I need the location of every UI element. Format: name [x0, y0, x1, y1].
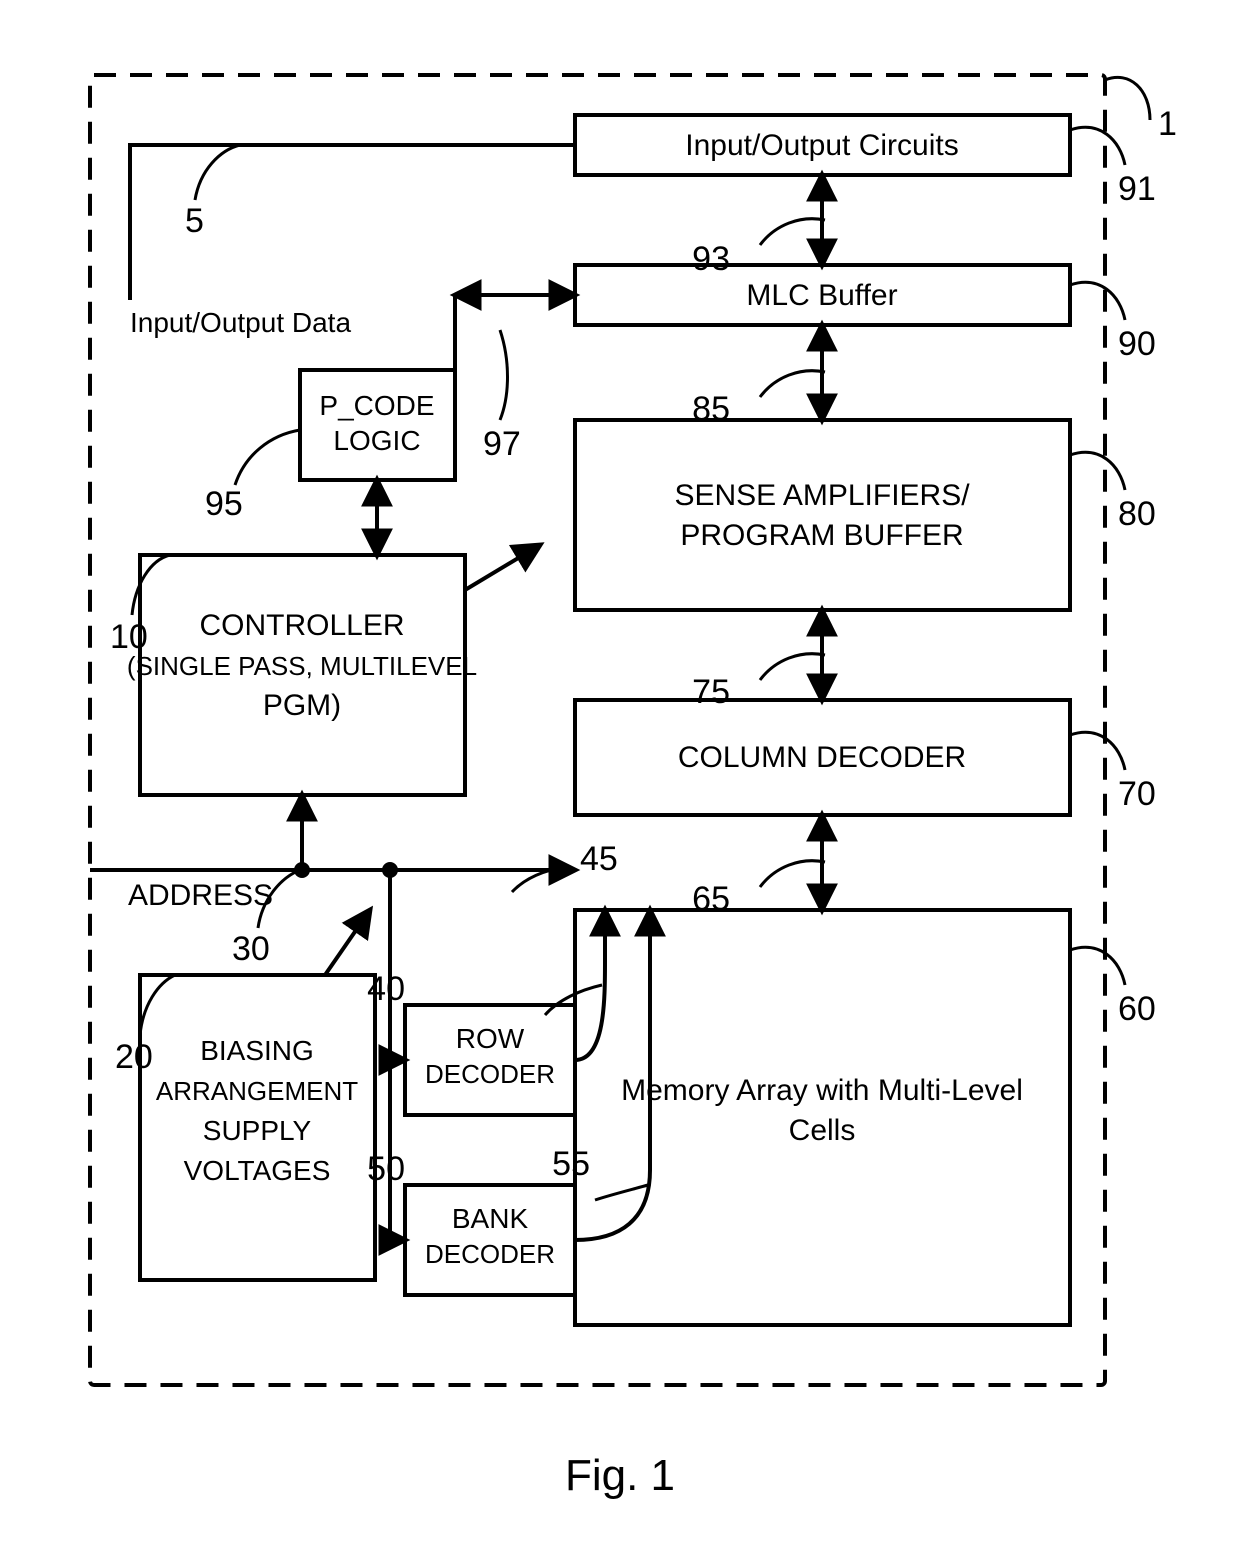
ctrl-label-1: CONTROLLER [199, 609, 404, 642]
block-mlc-buffer: MLC Buffer [575, 265, 1070, 325]
bias-label-4: VOLTAGES [184, 1155, 331, 1186]
row-label-2: DECODER [425, 1059, 555, 1089]
ref-93: 93 [692, 240, 730, 278]
lead-75 [760, 654, 825, 680]
lead-65 [760, 861, 825, 887]
block-biasing: BIASING ARRANGEMENT SUPPLY VOLTAGES [140, 975, 375, 1280]
bias-label-1: BIASING [200, 1035, 314, 1066]
lead-70 [1070, 732, 1125, 770]
lead-91 [1070, 127, 1125, 165]
edge-ctrl-out [465, 545, 540, 590]
mem-label-1: Memory Array with Multi-Level [621, 1074, 1023, 1107]
lead-93 [760, 219, 825, 245]
lead-60 [1070, 947, 1125, 985]
bank-label-1: BANK [452, 1203, 529, 1234]
block-row-decoder: ROW DECODER [405, 1005, 575, 1115]
mem-label-2: Cells [789, 1114, 856, 1147]
block-pcode-logic: P_CODE LOGIC [300, 370, 455, 480]
sense-label-1: SENSE AMPLIFIERS/ [674, 479, 970, 512]
figure-label: Fig. 1 [565, 1451, 675, 1500]
lead-95 [235, 430, 300, 485]
lead-97 [500, 330, 508, 420]
block-column-decoder: COLUMN DECODER [575, 700, 1070, 815]
ref-60: 60 [1118, 990, 1156, 1028]
lead-5 [195, 145, 240, 200]
edge-bias-out [325, 910, 370, 975]
ref-50: 50 [367, 1150, 405, 1188]
bias-label-2: ARRANGEMENT [156, 1076, 358, 1106]
ref-1: 1 [1158, 105, 1177, 143]
lead-90 [1070, 282, 1125, 320]
ref-80: 80 [1118, 495, 1156, 533]
ref-97: 97 [483, 425, 521, 463]
block-controller: CONTROLLER (SINGLE PASS, MULTILEVEL PGM) [127, 555, 477, 795]
block-io-circuits: Input/Output Circuits [575, 115, 1070, 175]
ref-85: 85 [692, 390, 730, 428]
address-label: ADDRESS [128, 879, 273, 912]
bank-label-2: DECODER [425, 1239, 555, 1269]
sense-label-2: PROGRAM BUFFER [680, 519, 963, 552]
lead-1 [1105, 77, 1150, 120]
row-label-1: ROW [456, 1023, 525, 1054]
ref-55: 55 [552, 1145, 590, 1183]
pcode-label-2: LOGIC [333, 425, 420, 456]
block-bank-decoder: BANK DECODER [405, 1185, 575, 1295]
bias-label-3: SUPPLY [203, 1115, 312, 1146]
ref-5: 5 [185, 202, 204, 240]
ref-65: 65 [692, 880, 730, 918]
col-label: COLUMN DECODER [678, 741, 966, 774]
ref-90: 90 [1118, 325, 1156, 363]
ref-70: 70 [1118, 775, 1156, 813]
ref-10: 10 [110, 618, 148, 656]
ctrl-label-3: PGM) [263, 689, 341, 722]
mlc-label: MLC Buffer [746, 279, 897, 312]
ref-75: 75 [692, 673, 730, 711]
ref-20: 20 [115, 1038, 153, 1076]
lead-85 [760, 371, 825, 397]
lead-80 [1070, 452, 1125, 490]
edge-addr-to-row [390, 870, 405, 1060]
ref-91: 91 [1118, 170, 1156, 208]
block-sense: SENSE AMPLIFIERS/ PROGRAM BUFFER [575, 420, 1070, 610]
ref-45: 45 [580, 840, 618, 878]
pcode-label-1: P_CODE [319, 390, 434, 421]
io-data-label: Input/Output Data [130, 307, 351, 338]
io-label: Input/Output Circuits [685, 129, 958, 162]
ref-95: 95 [205, 485, 243, 523]
ctrl-label-2: (SINGLE PASS, MULTILEVEL [127, 651, 477, 681]
ref-30: 30 [232, 930, 270, 968]
ref-40: 40 [367, 970, 405, 1008]
